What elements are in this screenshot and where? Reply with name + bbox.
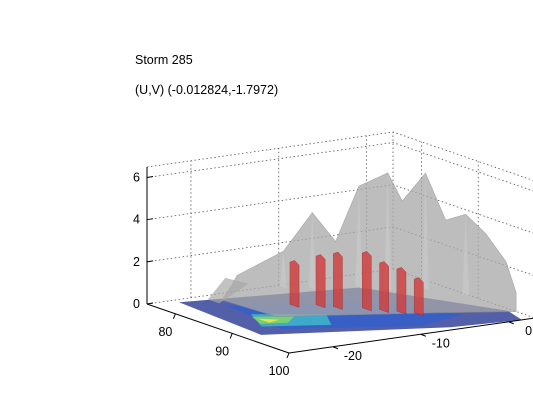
y-tick-label: -20 xyxy=(344,349,362,363)
inner-isosurface-column xyxy=(289,260,300,308)
inner-isosurface-column xyxy=(379,261,389,313)
inner-isosurface-column xyxy=(333,251,343,310)
z-tick-label: 2 xyxy=(133,255,140,269)
z-tick xyxy=(146,302,154,305)
z-tick xyxy=(146,218,154,221)
isosurface-spike xyxy=(308,212,316,290)
z-tick xyxy=(146,176,154,179)
x-tick-label: 80 xyxy=(158,325,172,339)
axis-lines xyxy=(146,167,533,354)
y-tick xyxy=(420,333,426,337)
isosurface-spike xyxy=(462,214,470,296)
x-tick-label: 90 xyxy=(215,344,229,358)
isosurface-spike xyxy=(422,173,429,291)
z-gridline xyxy=(146,142,533,192)
chart-title: Storm 285 xyxy=(135,53,193,67)
chart-subtitle: (U,V) (-0.012824,-1.7972) xyxy=(135,83,279,97)
z-tick-label: 0 xyxy=(133,297,140,311)
inner-isosurface-column xyxy=(396,267,407,315)
y-tick xyxy=(332,346,339,350)
isosurface-spike xyxy=(384,172,392,291)
x-tick-label: 100 xyxy=(269,364,290,378)
y-axis: 0 -10 -20 xyxy=(332,321,532,363)
isosurface-fragment xyxy=(207,277,249,304)
inner-isosurface-column xyxy=(413,277,424,317)
x-tick xyxy=(172,313,176,319)
inner-isosurface xyxy=(289,251,424,317)
z-tick xyxy=(146,260,154,263)
z-tick-label: 4 xyxy=(133,213,140,227)
x-axis-line xyxy=(146,303,290,354)
x-axis: 80 90 100 xyxy=(158,313,290,378)
z-tick-label: 6 xyxy=(133,171,140,185)
isosurface-spike xyxy=(355,186,363,289)
y-tick xyxy=(508,321,514,325)
y-axis-line xyxy=(288,317,533,354)
inner-isosurface-column xyxy=(362,251,372,312)
z-axis: 0 2 4 6 xyxy=(133,171,154,311)
y-tick-label: 0 xyxy=(525,324,532,338)
x-tick xyxy=(286,352,290,359)
y-tick-label: -10 xyxy=(432,336,450,350)
isosurface-spike xyxy=(279,251,287,289)
x-tick xyxy=(229,333,233,339)
box-top-edge xyxy=(146,131,533,181)
inner-isosurface-column xyxy=(315,254,326,309)
floor-yellow-region xyxy=(257,318,280,323)
